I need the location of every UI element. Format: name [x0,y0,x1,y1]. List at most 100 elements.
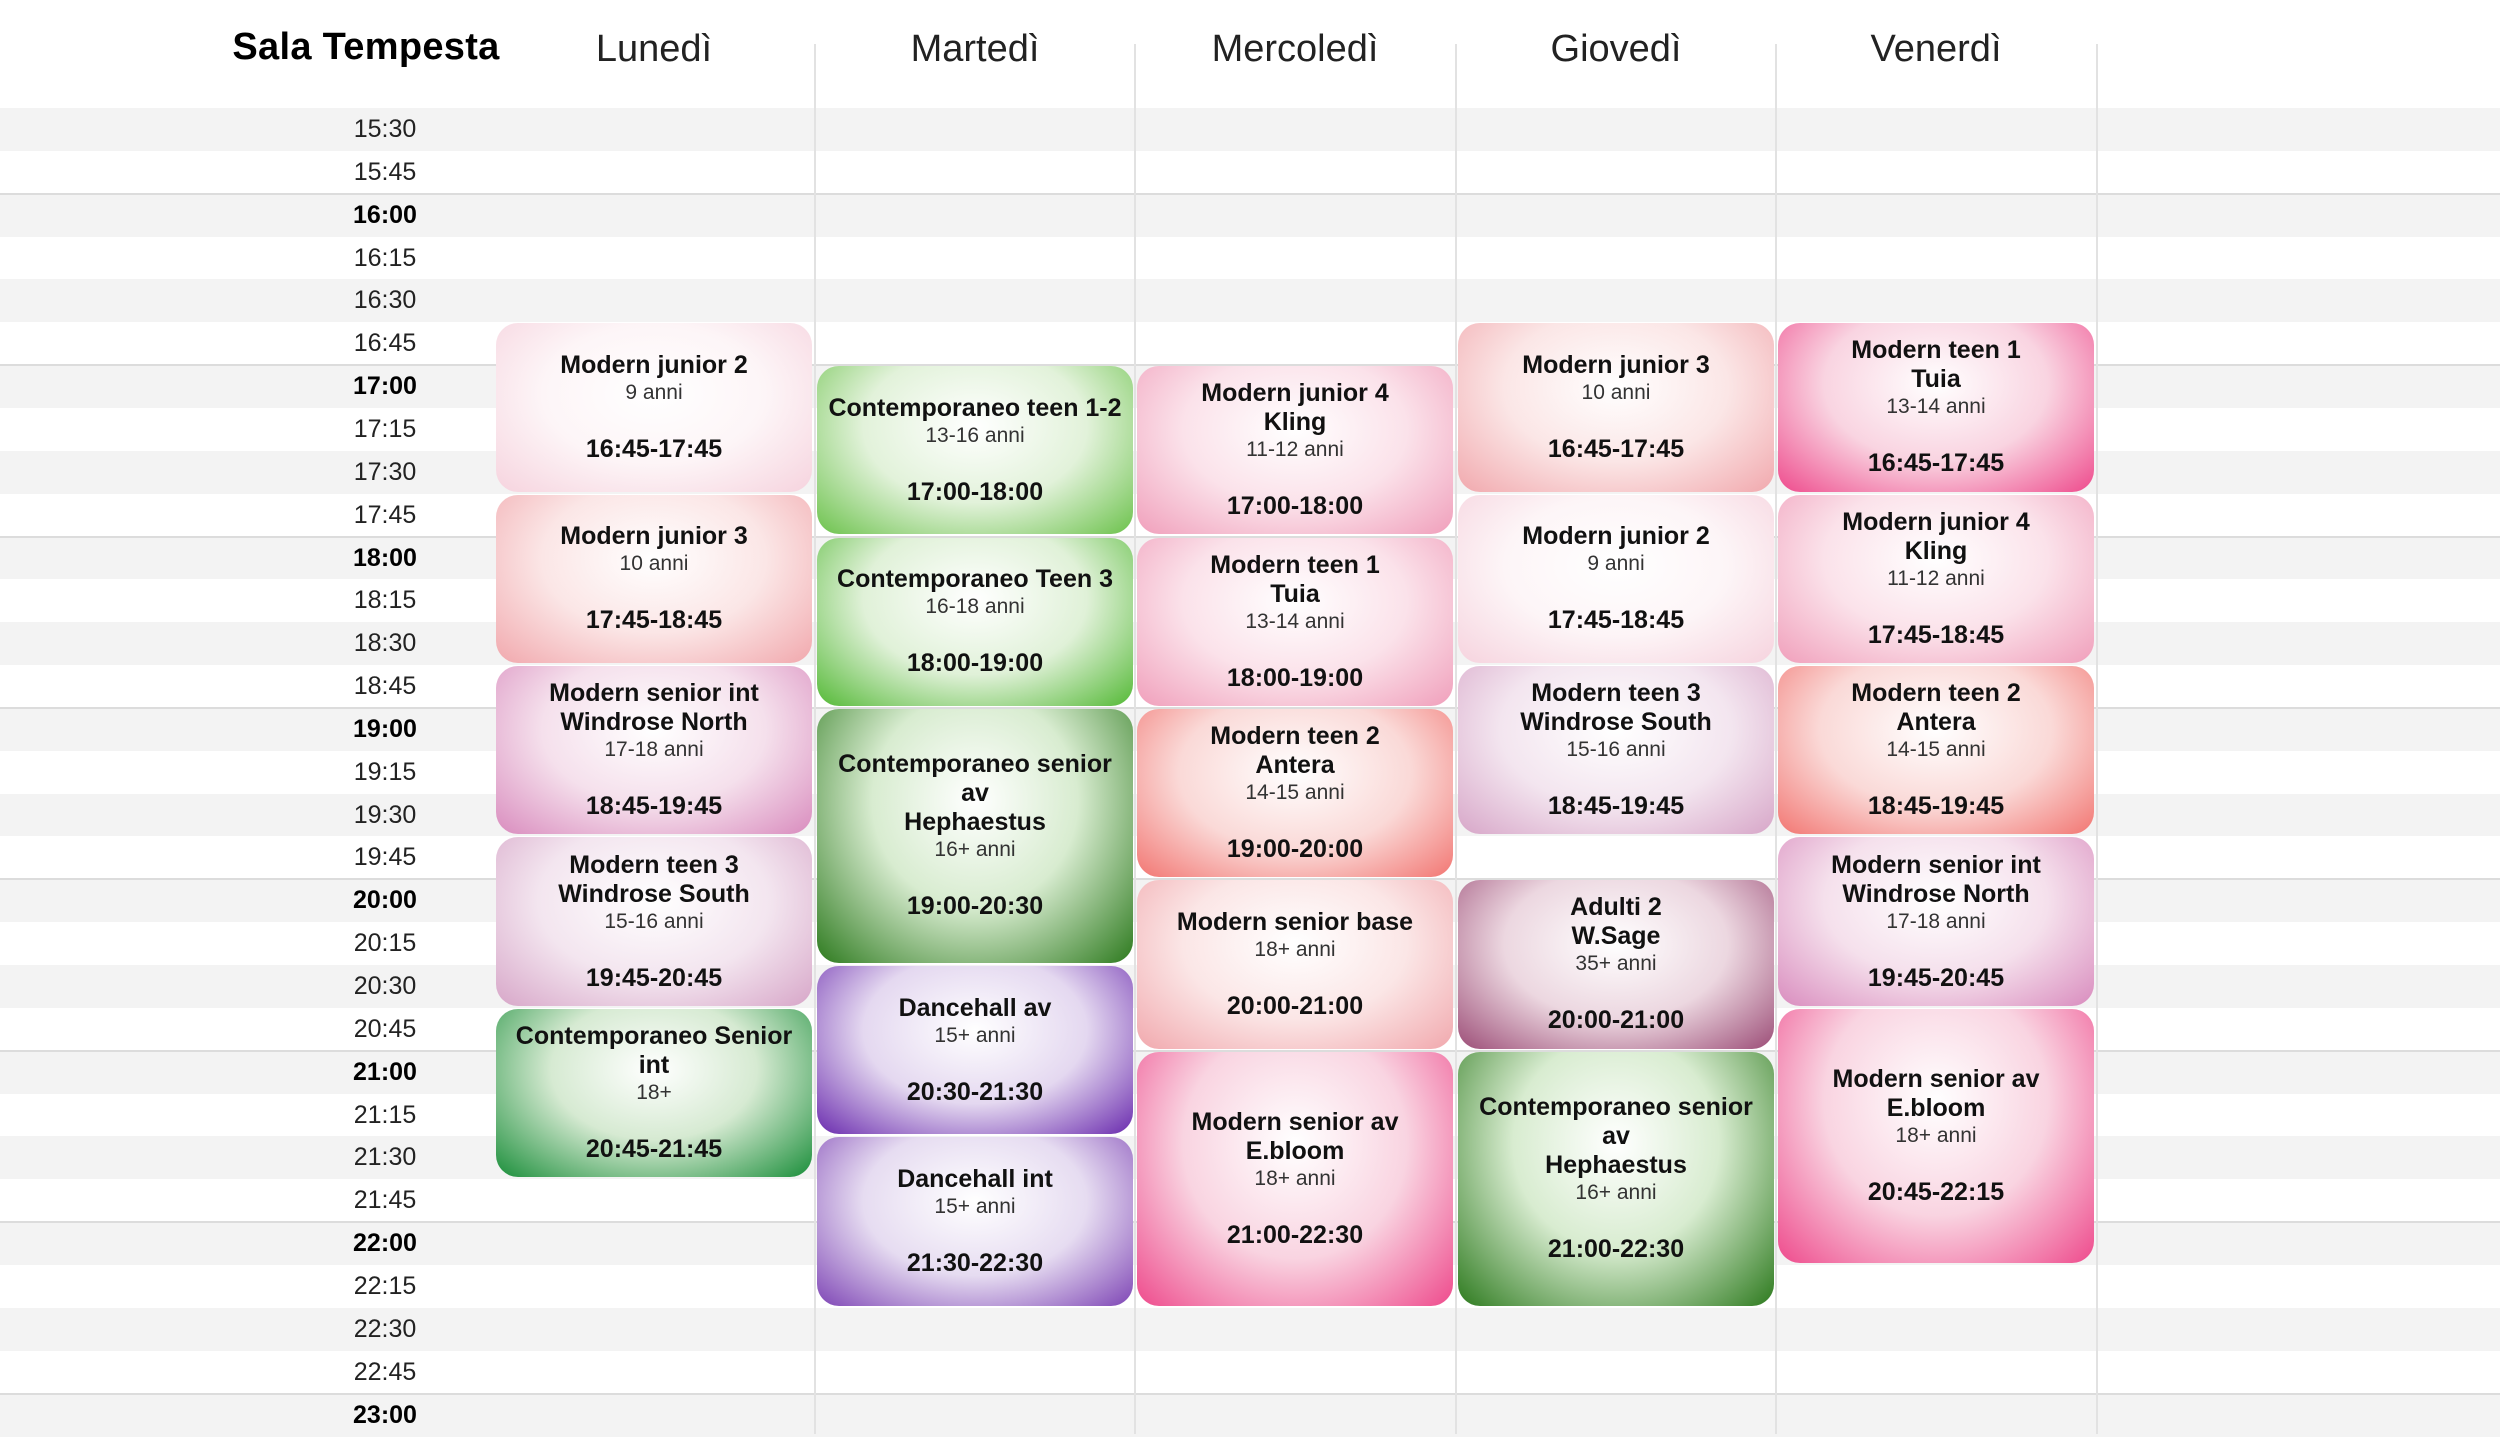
time-label: 22:15 [353,1271,417,1300]
lesson-age: 35+ anni [1575,952,1657,976]
time-label: 15:30 [353,115,417,143]
lesson-name: Adulti 2 [1570,893,1662,922]
lesson-card[interactable]: Contemporaneo teen 1-2 13-16 anni 17:00-18… [817,366,1133,535]
lesson-card[interactable]: Modern senior base 18+ anni 20:00-21:00 [1137,880,1453,1049]
lesson-age: 10 anni [619,552,689,576]
lesson-time: 16:45-17:45 [585,434,723,463]
lesson-card[interactable]: Modern junior 4 Kling 11-12 anni 17:00-18:0… [1137,366,1453,535]
lesson-name: Modern teen 1 [1210,550,1380,579]
lesson-teacher: E.bloom [1886,1093,1986,1122]
lesson-name: Modern junior 3 [1522,350,1710,379]
lesson-time: 20:00-21:00 [1226,991,1364,1020]
lesson-age: 10 anni [1581,380,1651,404]
day-header: Lunedì [595,28,713,70]
lesson-card[interactable]: Modern senior int Windrose North 17-18 ann… [496,666,812,835]
lesson-age: 17-18 anni [1886,909,1986,933]
time-row [0,150,2500,194]
lesson-time: 18:00-19:00 [906,649,1044,678]
hour-divider [0,1049,2500,1052]
lesson-card[interactable]: Modern junior 3 10 anni 17:45-18:45 [496,494,812,664]
lesson-card[interactable]: Modern senior av E.bloom 18+ anni 21:00-22:… [1137,1051,1453,1306]
day-header: Martedì [910,28,1040,70]
column-divider [2096,44,2098,1434]
time-label: 18:00 [353,543,417,572]
time-label: 17:15 [353,414,417,443]
lesson-card[interactable]: Modern junior 3 10 anni 16:45-17:45 [1458,323,1774,492]
lesson-age: 16-18 anni [925,595,1025,619]
lesson-card[interactable]: Modern teen 1 Tuia 13-14 anni 18:00-19:00 [1137,537,1453,706]
time-label: 20:00 [353,886,417,915]
lesson-teacher: Kling [1263,408,1327,437]
lesson-card[interactable]: Modern junior 4 Kling 11-12 anni 17:45-18:4… [1778,494,2094,664]
time-label: 16:30 [353,286,417,315]
lesson-teacher: Tuia [1911,365,1961,394]
lesson-name: Contemporaneo Teen 3 [837,565,1113,594]
time-label: 16:00 [353,200,417,229]
hour-divider [0,706,2500,709]
lesson-card[interactable]: Contemporaneo senior av Hephaestus 16+ ann… [817,708,1133,963]
lesson-time: 19:00-20:00 [1226,835,1364,864]
lesson-teacher: Windrose North [560,708,748,737]
lesson-card[interactable]: Modern teen 3 Windrose South 15-16 anni 19:… [496,837,812,1006]
lesson-card[interactable]: Modern senior av E.bloom 18+ anni 20:45-22:… [1778,1008,2094,1263]
hour-divider [0,535,2500,538]
day-header: Giovedì [1550,28,1682,70]
column-divider [1134,44,1136,1434]
lesson-name: Dancehall int [897,1165,1053,1194]
lesson-name: Contemporaneo teen 1-2 [828,393,1122,422]
lesson-card[interactable]: Dancehall int 15+ anni 21:30-22:30 [817,1137,1133,1306]
lesson-teacher: Tuia [1270,579,1320,608]
lesson-teacher: Kling [1904,536,1968,565]
lesson-card[interactable]: Contemporaneo Teen 3 16-18 anni 18:00-19:0… [817,537,1133,706]
lesson-card[interactable]: Modern teen 1 Tuia 13-14 anni 16:45-17:45 [1778,323,2094,492]
lesson-card[interactable]: Modern senior int Windrose North 17-18 ann… [1778,837,2094,1006]
lesson-age: 13-16 anni [925,423,1025,447]
lesson-card[interactable]: Modern teen 2 Antera 14-15 anni 18:45-19:45 [1778,666,2094,835]
lesson-card[interactable]: Adulti 2 W.Sage 35+ anni 20:00-21:00 [1458,880,1774,1049]
time-label: 20:30 [353,972,417,1000]
lesson-age: 11-12 anni [1887,566,1985,590]
lesson-name: Modern junior 2 [1522,522,1710,551]
lesson-teacher: Windrose South [558,879,750,908]
time-row [0,1393,2500,1437]
lesson-time: 19:00-20:30 [906,892,1044,921]
lesson-time: 20:30-21:30 [906,1077,1044,1106]
lesson-name: Dancehall av [898,993,1052,1022]
time-label: 21:00 [353,1057,417,1086]
column-divider [814,44,816,1434]
lesson-time: 17:45-18:45 [1867,620,2005,649]
time-row [0,193,2500,237]
lesson-age: 9 anni [625,380,683,404]
lesson-age: 18+ anni [1254,1166,1336,1190]
lesson-card[interactable]: Modern teen 2 Antera 14-15 anni 19:00-20:00 [1137,708,1453,878]
day-header: Venerdì [1870,28,2002,70]
lesson-age: 11-12 anni [1246,438,1344,462]
time-label: 22:30 [353,1314,417,1343]
lesson-time: 17:00-18:00 [906,477,1044,506]
lesson-name: Modern teen 3 [569,850,739,879]
lesson-age: 17-18 anni [604,738,704,762]
time-label: 23:00 [353,1400,417,1429]
time-label: 19:00 [353,714,417,743]
lesson-card[interactable]: Modern teen 3 Windrose South 15-16 anni 18:… [1458,666,1774,835]
lesson-card[interactable]: Contemporaneo Senior int 18+ 20:45-21:45 [496,1008,812,1178]
lesson-age: 13-14 anni [1886,395,1986,419]
lesson-card[interactable]: Dancehall av 15+ anni 20:30-21:30 [817,966,1133,1135]
lesson-time: 16:45-17:45 [1547,434,1685,463]
lesson-age: 16+ anni [1575,1181,1657,1205]
time-label: 16:45 [353,329,417,358]
time-label: 18:30 [353,629,417,658]
lesson-card[interactable]: Contemporaneo senior av Hephaestus 16+ ann… [1458,1051,1774,1306]
lesson-age: 15+ anni [934,1195,1016,1219]
time-label: 16:15 [353,243,417,272]
lesson-teacher: Antera [1255,751,1335,780]
lesson-time: 20:00-21:00 [1547,1006,1685,1035]
lesson-teacher: Windrose South [1520,708,1712,737]
time-label: 19:30 [353,800,417,829]
lesson-time: 21:00-22:30 [1226,1220,1364,1249]
lesson-time: 21:00-22:30 [1547,1235,1685,1264]
lesson-name: Modern senior base [1176,907,1414,936]
lesson-age: 15+ anni [934,1023,1016,1047]
